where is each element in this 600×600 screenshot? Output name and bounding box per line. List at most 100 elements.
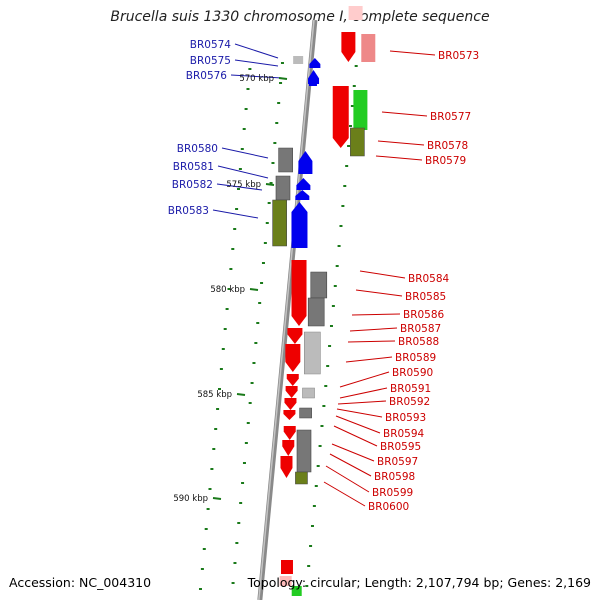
gene-label-br0580[interactable]: BR0580 — [177, 143, 218, 155]
tick-mark — [219, 368, 223, 370]
gene-label-br0573[interactable]: BR0573 — [438, 50, 479, 62]
gene-label-br0575[interactable]: BR0575 — [190, 55, 231, 67]
gene-br0576b — [308, 80, 317, 86]
tick-mark — [348, 125, 352, 127]
tick-mark — [238, 168, 242, 170]
gene-label-br0589[interactable]: BR0589 — [395, 352, 436, 364]
gene-br0577 — [332, 86, 349, 148]
gene-br0574 — [293, 56, 304, 64]
gene-label-br0591[interactable]: BR0591 — [390, 383, 431, 395]
tick-mark — [329, 325, 333, 327]
position-tick — [265, 183, 275, 186]
tick-mark — [314, 485, 318, 487]
gene-br0578 — [353, 90, 368, 130]
gene-br0573b — [361, 34, 376, 62]
tick-mark — [261, 262, 265, 264]
gene-label-br0595[interactable]: BR0595 — [380, 441, 421, 453]
gene-label-br0590[interactable]: BR0590 — [392, 367, 433, 379]
gene-br0599 — [296, 429, 312, 473]
tick-mark — [221, 348, 225, 350]
position-tick — [249, 288, 259, 291]
gene-br0583b — [291, 202, 308, 248]
gene-label-br0576[interactable]: BR0576 — [186, 70, 228, 82]
leader-line — [216, 183, 263, 191]
tick-mark — [337, 245, 341, 247]
gene-label-br0599[interactable]: BR0599 — [372, 487, 413, 499]
gene-label-br0583[interactable]: BR0583 — [168, 205, 209, 217]
gene-label-br0574[interactable]: BR0574 — [190, 39, 232, 51]
tick-mark — [233, 228, 237, 230]
gene-br0573 — [341, 32, 356, 62]
tick-mark — [331, 305, 335, 307]
gene-label-br0582[interactable]: BR0582 — [172, 179, 213, 191]
gene-label-br0597[interactable]: BR0597 — [377, 456, 418, 468]
leader-line — [230, 74, 283, 79]
gene-br0600 — [295, 471, 308, 485]
leader-line — [323, 481, 366, 507]
tick-mark — [210, 468, 214, 470]
gene-label-br0587[interactable]: BR0587 — [400, 323, 441, 335]
tick-mark — [235, 208, 239, 210]
tick-mark — [206, 508, 210, 510]
tick-mark — [347, 145, 351, 147]
gene-br0583 — [272, 199, 287, 247]
gene-label-br0578[interactable]: BR0578 — [427, 140, 468, 152]
gene-label-br0577[interactable]: BR0577 — [430, 111, 471, 123]
tick-mark — [231, 248, 235, 250]
leader-line — [347, 340, 396, 343]
gene-label-br0598[interactable]: BR0598 — [374, 471, 415, 483]
tick-layer — [198, 62, 358, 590]
label-leader-layer — [212, 43, 436, 507]
tick-mark — [345, 165, 349, 167]
tick-mark — [335, 265, 339, 267]
gene-label-layer: BR0574 BR0575 BR0576 BR0580 BR0581 BR0582 BR05… — [168, 39, 479, 513]
tick-mark — [341, 205, 345, 207]
tick-mark — [246, 422, 250, 424]
gene-label-br0593[interactable]: BR0593 — [385, 412, 426, 424]
gene-label-br0581[interactable]: BR0581 — [173, 161, 214, 173]
gene-br0586 — [287, 328, 303, 344]
leader-line — [389, 50, 436, 56]
backbone-line — [257, 19, 318, 600]
leader-line — [375, 155, 423, 161]
tick-mark — [350, 105, 354, 107]
tick-mark — [202, 548, 206, 550]
position-label: 580 kbp — [210, 285, 245, 295]
tick-mark — [227, 288, 231, 290]
gene-br0601 — [280, 560, 293, 574]
position-label: 575 kbp — [226, 180, 261, 190]
leader-line — [355, 289, 403, 297]
gene-label-br0594[interactable]: BR0594 — [383, 428, 425, 440]
gene-label-br0579[interactable]: BR0579 — [425, 155, 466, 167]
leader-line — [234, 59, 279, 67]
tick-mark — [256, 322, 260, 324]
tick-mark — [273, 142, 277, 144]
leader-line — [234, 43, 279, 59]
tick-mark — [246, 88, 250, 90]
map-title: Brucella suis 1330 chromosome I, complet… — [110, 9, 490, 25]
tick-mark — [333, 285, 337, 287]
gene-label-br0592[interactable]: BR0592 — [389, 396, 430, 408]
tick-mark — [260, 282, 264, 284]
tick-mark — [217, 388, 221, 390]
gene-br0584 — [291, 260, 307, 326]
tick-mark — [316, 465, 320, 467]
tick-mark — [275, 122, 279, 124]
gene-label-br0585[interactable]: BR0585 — [405, 291, 446, 303]
gene-label-br0586[interactable]: BR0586 — [403, 309, 445, 321]
gene-br0601c — [291, 586, 302, 596]
tick-mark — [322, 405, 326, 407]
tick-mark — [265, 222, 269, 224]
tick-mark — [258, 302, 262, 304]
gene-br0588 — [304, 331, 321, 375]
gene-label-br0584[interactable]: BR0584 — [408, 273, 450, 285]
gene-br0593 — [283, 410, 296, 420]
leader-line — [337, 400, 387, 405]
gene-label-br0600[interactable]: BR0600 — [368, 501, 409, 513]
tick-mark — [328, 345, 332, 347]
leader-line — [331, 443, 375, 462]
tick-mark — [309, 545, 313, 547]
gene-label-br0588[interactable]: BR0588 — [398, 336, 439, 348]
leader-line — [212, 209, 259, 219]
